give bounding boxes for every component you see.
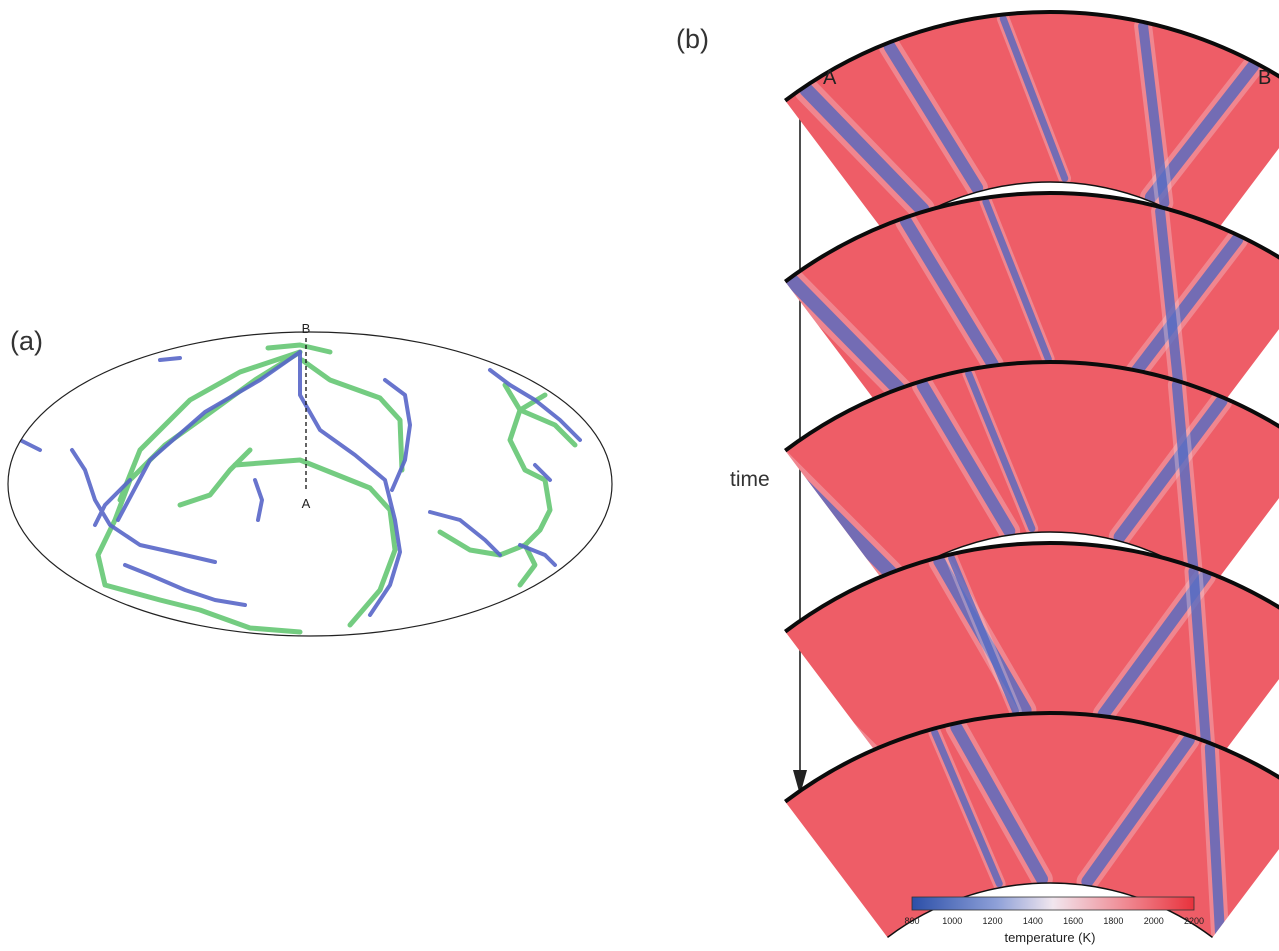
colorbar-tick-label: 2200 <box>1183 916 1205 926</box>
colorbar <box>911 896 1195 911</box>
section-label-b: B <box>302 321 311 336</box>
snapshot-5 <box>783 711 1279 938</box>
section-end-a: A <box>823 67 837 89</box>
snapshot-mantle <box>785 543 1279 768</box>
map-background <box>8 332 612 636</box>
map-outline <box>7 331 613 637</box>
snapshot-downwellings <box>785 195 1249 412</box>
snapshot-2 <box>783 191 1279 418</box>
colorbar-tick-label: 2000 <box>1143 916 1164 926</box>
snapshot-lithosphere <box>783 10 1279 103</box>
snapshot-mantle <box>785 713 1279 938</box>
snapshot-mantle <box>785 193 1279 418</box>
mantle-surface-map: B A <box>7 321 613 637</box>
section-end-b: B <box>1258 67 1271 89</box>
colorbar-tick-label: 1200 <box>982 916 1003 926</box>
colorbar-tick-label: 1800 <box>1103 916 1124 926</box>
subduction-zones-blue <box>18 350 582 617</box>
panel-a-label: (a) <box>10 326 43 356</box>
snapshot-core-boundary <box>887 882 1213 938</box>
snapshot-lithosphere <box>783 191 1279 284</box>
panel-b-label: (b) <box>676 24 709 54</box>
colorbar-title: temperature (K) <box>1004 930 1096 945</box>
colorbar-tick-label: 800 <box>904 916 920 926</box>
plate-boundaries-green <box>95 342 578 635</box>
snapshot-mantle <box>785 362 1279 587</box>
colorbar-tick-label: 1000 <box>942 916 963 926</box>
time-arrow-head <box>793 770 807 795</box>
colorbar-tick-label: 1400 <box>1022 916 1043 926</box>
snapshot-1 <box>783 10 1279 237</box>
snapshot-lithosphere <box>783 541 1279 634</box>
colorbar-tick-label: 1600 <box>1063 916 1084 926</box>
snapshot-downwellings <box>794 12 1264 223</box>
section-label-a: A <box>302 496 311 511</box>
time-label: time <box>730 468 770 491</box>
snapshot-lithosphere <box>783 711 1279 804</box>
snapshot-lithosphere <box>783 360 1279 453</box>
